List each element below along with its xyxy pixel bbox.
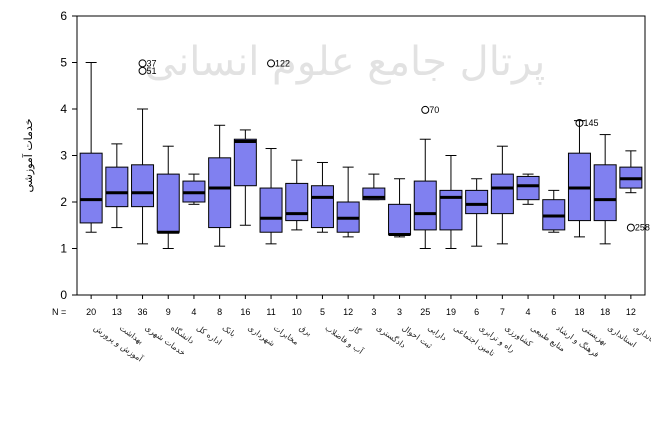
n-count-label: 18 bbox=[600, 307, 610, 317]
box bbox=[156, 173, 180, 233]
n-count-label: 16 bbox=[240, 307, 250, 317]
y-tick-label: 1 bbox=[60, 242, 67, 256]
box-item bbox=[182, 173, 206, 205]
box bbox=[208, 157, 232, 229]
n-count-label: 10 bbox=[292, 307, 302, 317]
outlier-label: 70 bbox=[429, 105, 439, 115]
outlier-point bbox=[138, 66, 147, 75]
box-item bbox=[285, 159, 309, 231]
n-count-label: 8 bbox=[217, 307, 222, 317]
n-count-label: 19 bbox=[446, 307, 456, 317]
outlier-point bbox=[267, 59, 276, 68]
category-label: بانک bbox=[220, 323, 237, 338]
n-count-label: 13 bbox=[112, 307, 122, 317]
n-count-label: 20 bbox=[86, 307, 96, 317]
n-count-label: 3 bbox=[371, 307, 376, 317]
category-label: اداره کل bbox=[195, 323, 223, 347]
n-prefix-label: N = bbox=[52, 307, 66, 317]
box-item bbox=[208, 124, 232, 247]
box-item bbox=[413, 138, 437, 249]
box-item bbox=[362, 173, 386, 201]
box-item bbox=[79, 62, 103, 233]
box bbox=[490, 173, 514, 215]
category-label: مخابرات bbox=[272, 323, 300, 347]
box bbox=[79, 152, 103, 224]
outlier-label: 37 bbox=[147, 58, 157, 68]
box bbox=[413, 180, 437, 231]
outlier-point bbox=[626, 223, 635, 232]
box-item bbox=[567, 120, 591, 238]
box-item bbox=[439, 155, 463, 249]
y-tick-label: 2 bbox=[60, 195, 67, 209]
box bbox=[465, 189, 489, 215]
box-item bbox=[233, 129, 257, 226]
n-count-label: 6 bbox=[474, 307, 479, 317]
box bbox=[516, 175, 540, 201]
box-item bbox=[156, 145, 180, 249]
box bbox=[388, 203, 412, 236]
box bbox=[131, 164, 155, 208]
box-item bbox=[593, 134, 617, 245]
box bbox=[105, 166, 129, 208]
box bbox=[439, 189, 463, 231]
y-tick-label: 4 bbox=[60, 102, 67, 116]
outlier-point bbox=[421, 105, 430, 114]
outlier-label: 145 bbox=[583, 118, 598, 128]
n-labels: 20 13 36 9 4 8 16 11 10 5 12 3 3 25 19 6 7 4 6 18 18 12 bbox=[86, 295, 636, 317]
y-tick-label: 3 bbox=[60, 149, 67, 163]
box bbox=[362, 187, 386, 201]
n-count-label: 7 bbox=[500, 307, 505, 317]
y-tick-label: 6 bbox=[60, 9, 67, 23]
n-count-label: 4 bbox=[191, 307, 196, 317]
box-item bbox=[542, 189, 566, 233]
y-axis-label: خدمات آموزشی bbox=[21, 119, 35, 193]
y-tick-label: 0 bbox=[60, 288, 67, 302]
box-item bbox=[105, 143, 129, 229]
y-axis: 0 1 2 3 4 5 6 bbox=[60, 9, 77, 302]
n-count-label: 5 bbox=[320, 307, 325, 317]
box-item bbox=[310, 161, 334, 233]
box bbox=[233, 138, 257, 187]
n-count-label: 11 bbox=[266, 307, 275, 317]
category-label: شهرداری bbox=[246, 323, 277, 348]
box-item bbox=[619, 150, 643, 194]
box-item bbox=[336, 166, 360, 238]
box-item bbox=[465, 178, 489, 247]
category-label: گاز bbox=[348, 322, 363, 337]
n-count-label: 4 bbox=[526, 307, 531, 317]
n-count-label: 6 bbox=[551, 307, 556, 317]
box-item bbox=[490, 145, 514, 245]
box bbox=[285, 182, 309, 222]
watermark-text: پرتال جامع علوم انسانی bbox=[145, 39, 546, 85]
y-tick-label: 5 bbox=[60, 56, 67, 70]
n-count-label: 12 bbox=[343, 307, 353, 317]
n-count-label: 25 bbox=[420, 307, 430, 317]
n-count-label: 18 bbox=[574, 307, 584, 317]
box-item bbox=[259, 148, 283, 245]
box-item bbox=[516, 173, 540, 205]
n-count-label: 9 bbox=[166, 307, 171, 317]
box-item bbox=[131, 108, 155, 245]
box-item bbox=[388, 178, 412, 238]
box bbox=[593, 164, 617, 222]
n-count-label: 12 bbox=[626, 307, 636, 317]
outlier-label: 258 bbox=[635, 223, 650, 233]
outlier-label: 122 bbox=[275, 58, 290, 68]
outlier-point bbox=[575, 118, 584, 127]
category-label: فرهنگ و ارشاد bbox=[555, 322, 602, 359]
outlier-label: 51 bbox=[147, 66, 157, 76]
category-label: برق bbox=[298, 323, 314, 338]
n-count-label: 3 bbox=[397, 307, 402, 317]
n-count-label: 36 bbox=[138, 307, 148, 317]
box bbox=[310, 185, 334, 229]
box bbox=[259, 187, 283, 233]
